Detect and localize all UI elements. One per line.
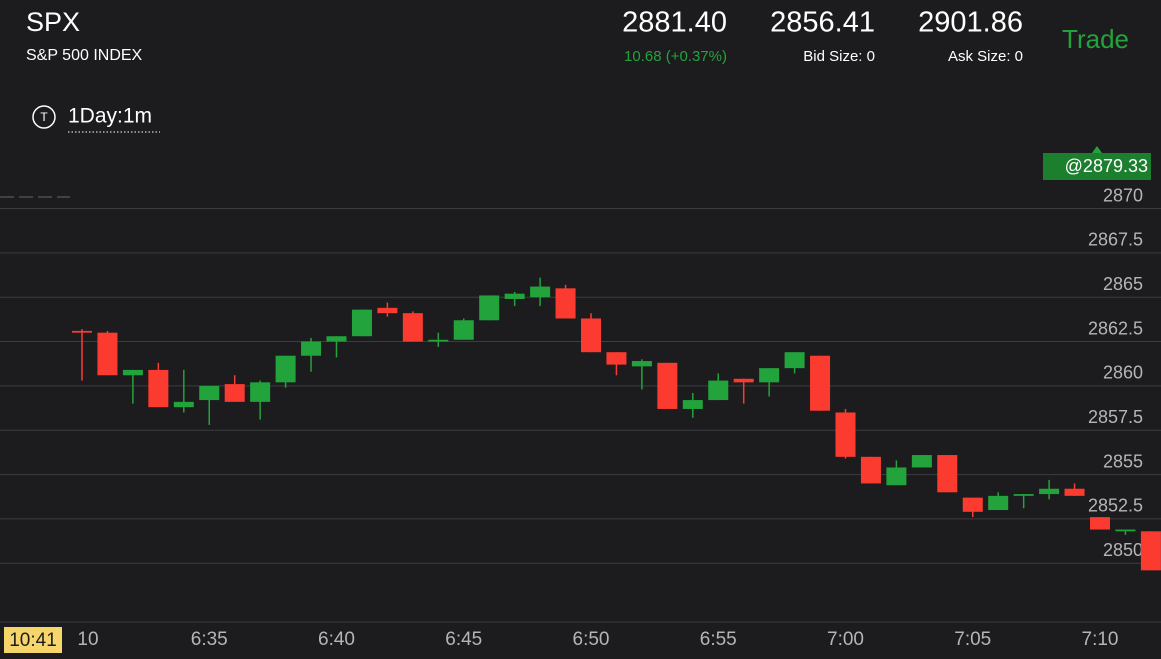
y-tick-label: 2857.5 — [1088, 407, 1143, 427]
candle-body — [1115, 529, 1136, 532]
cursor-time: 10:41 — [9, 630, 57, 651]
candle-body — [708, 380, 729, 401]
y-tick-label: 2860 — [1103, 363, 1143, 383]
x-tick-label: 6:40 — [318, 629, 355, 650]
last-price: 2881.40 — [622, 7, 727, 39]
candle-body — [97, 332, 118, 376]
candle-body — [1064, 488, 1085, 496]
candle-body — [937, 455, 958, 493]
ask-size: Ask Size: 0 — [948, 48, 1023, 65]
candle-body — [1140, 531, 1161, 571]
candle-body — [682, 400, 703, 409]
candle-body — [1039, 488, 1060, 495]
candle-body — [657, 362, 678, 409]
candle-body — [835, 412, 856, 457]
candle-body — [733, 378, 754, 383]
bid: 2856.41 — [770, 7, 875, 39]
type-icon[interactable] — [32, 105, 56, 129]
y-tick-label: 2850 — [1103, 540, 1143, 560]
price-tag-box — [1043, 153, 1151, 180]
candle-body — [1013, 494, 1034, 496]
cursor-time-box — [4, 627, 62, 653]
candle-body — [199, 385, 220, 401]
candle-body — [810, 355, 831, 411]
interval[interactable]: 1Day:1m — [68, 105, 152, 128]
candle-body — [173, 401, 194, 408]
candle-body — [911, 455, 932, 468]
x-tick-label: 7:05 — [954, 629, 991, 650]
candle-body — [504, 293, 525, 299]
y-tick-label: 2867.5 — [1088, 230, 1143, 250]
symbol: SPX — [26, 7, 80, 37]
plot: 2850 2852.5 2855 2857.5 2860 2862.5 2865 2867.5… — [0, 185, 1161, 650]
y-tick-label: 2852.5 — [1088, 496, 1143, 516]
candle-body — [606, 352, 627, 365]
candle-body — [479, 295, 500, 321]
change: 10.68 (+0.37%) — [624, 48, 727, 65]
candle-body — [453, 320, 474, 340]
candle-body — [301, 341, 322, 356]
candle-body — [72, 330, 92, 333]
candle-body — [377, 307, 398, 314]
x-tick-label: 6:55 — [700, 629, 737, 650]
candle-body — [631, 361, 652, 367]
candle-body — [326, 336, 347, 342]
type-icon-label[interactable]: T — [40, 110, 48, 124]
candle-body — [530, 286, 551, 298]
y-tick-label: 2870 — [1103, 185, 1143, 205]
candle-body — [886, 467, 907, 486]
candle-body — [784, 352, 805, 369]
candle-body — [860, 456, 881, 484]
x-tick-label: 10 — [77, 629, 98, 650]
candle-body — [428, 339, 449, 342]
x-tick-label: 6:45 — [445, 629, 482, 650]
candle-body — [1090, 517, 1110, 530]
candle-body — [224, 384, 245, 402]
candle-body — [962, 497, 983, 512]
y-tick-label: 2865 — [1103, 274, 1143, 294]
symbol-name: S&P 500 INDEX — [26, 47, 143, 64]
overlay: 10:41 — [4, 627, 62, 653]
x-tick-label: 7:00 — [827, 629, 864, 650]
candle-body — [555, 288, 576, 319]
trade-button[interactable]: Trade — [1062, 24, 1129, 54]
ask: 2901.86 — [918, 7, 1023, 39]
price-tag: @2879.33 — [1065, 156, 1148, 176]
candle-body — [122, 369, 143, 376]
candle-body — [988, 495, 1009, 511]
candle-body — [351, 309, 372, 337]
x-tick-label: 6:35 — [191, 629, 228, 650]
price-tag-arrow — [1092, 146, 1102, 153]
x-tick-label: 7:10 — [1082, 629, 1119, 650]
candle-body — [275, 355, 296, 383]
candle-body — [759, 368, 780, 383]
y-tick-label: 2862.5 — [1088, 318, 1143, 338]
candle-body — [581, 318, 601, 353]
candle-body — [402, 313, 423, 342]
y-tick-label: 2855 — [1103, 451, 1143, 471]
candle-body — [148, 369, 169, 408]
bid-size: Bid Size: 0 — [803, 48, 875, 65]
x-tick-label: 6:50 — [573, 629, 610, 650]
candle-body — [250, 382, 271, 402]
